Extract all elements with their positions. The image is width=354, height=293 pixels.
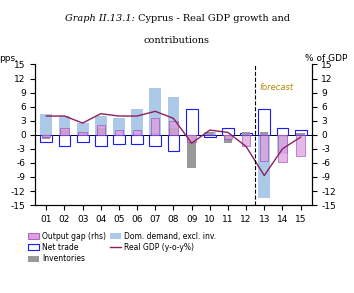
- Bar: [260, 132, 268, 135]
- Bar: [222, 128, 234, 135]
- Bar: [79, 132, 87, 135]
- Bar: [297, 133, 305, 135]
- Bar: [149, 88, 161, 135]
- Bar: [60, 128, 69, 135]
- Bar: [131, 109, 143, 135]
- Bar: [133, 134, 141, 135]
- Legend: Output gap (rhs), Net trade, Inventories, Dom. demand, excl. inv., Real GDP (y-o: Output gap (rhs), Net trade, Inventories…: [25, 229, 219, 266]
- Bar: [242, 132, 250, 135]
- Bar: [242, 135, 250, 146]
- Bar: [79, 133, 87, 135]
- Bar: [169, 121, 178, 135]
- Bar: [115, 130, 123, 135]
- Bar: [297, 135, 305, 156]
- Bar: [258, 135, 270, 198]
- Bar: [276, 128, 289, 135]
- Text: contributions: contributions: [144, 36, 210, 45]
- Text: % of GDP: % of GDP: [305, 54, 347, 63]
- Bar: [95, 116, 107, 135]
- Bar: [260, 135, 268, 161]
- Text: pps.: pps.: [0, 54, 18, 63]
- Bar: [206, 132, 214, 135]
- Bar: [276, 135, 289, 154]
- Bar: [149, 135, 161, 146]
- Bar: [58, 135, 70, 146]
- Bar: [188, 135, 196, 142]
- Bar: [169, 128, 178, 135]
- Bar: [186, 109, 198, 135]
- Bar: [240, 133, 252, 135]
- Bar: [188, 135, 196, 168]
- Bar: [40, 114, 52, 135]
- Bar: [77, 123, 88, 135]
- Bar: [240, 134, 252, 135]
- Text: Graph II.13.1:: Graph II.13.1:: [65, 14, 135, 23]
- Bar: [204, 135, 216, 137]
- Bar: [131, 135, 143, 144]
- Bar: [224, 135, 232, 143]
- Bar: [295, 130, 307, 135]
- Bar: [295, 130, 307, 135]
- Bar: [40, 135, 52, 142]
- Bar: [42, 135, 50, 137]
- Bar: [204, 132, 216, 135]
- Bar: [113, 118, 125, 135]
- Bar: [58, 116, 70, 135]
- Bar: [151, 133, 159, 135]
- Bar: [258, 109, 270, 135]
- Bar: [95, 135, 107, 146]
- Bar: [186, 109, 198, 135]
- Bar: [77, 135, 88, 142]
- Text: forecast: forecast: [260, 83, 294, 92]
- Bar: [42, 135, 50, 139]
- Bar: [133, 130, 141, 135]
- Bar: [278, 135, 287, 137]
- Bar: [151, 118, 159, 135]
- Bar: [60, 130, 69, 135]
- Bar: [97, 128, 105, 135]
- Bar: [278, 135, 287, 162]
- Bar: [167, 97, 179, 135]
- Bar: [222, 128, 234, 135]
- Bar: [224, 135, 232, 139]
- Text: Cyprus - Real GDP growth and: Cyprus - Real GDP growth and: [135, 14, 290, 23]
- Bar: [97, 125, 105, 135]
- Bar: [113, 135, 125, 144]
- Bar: [167, 135, 179, 151]
